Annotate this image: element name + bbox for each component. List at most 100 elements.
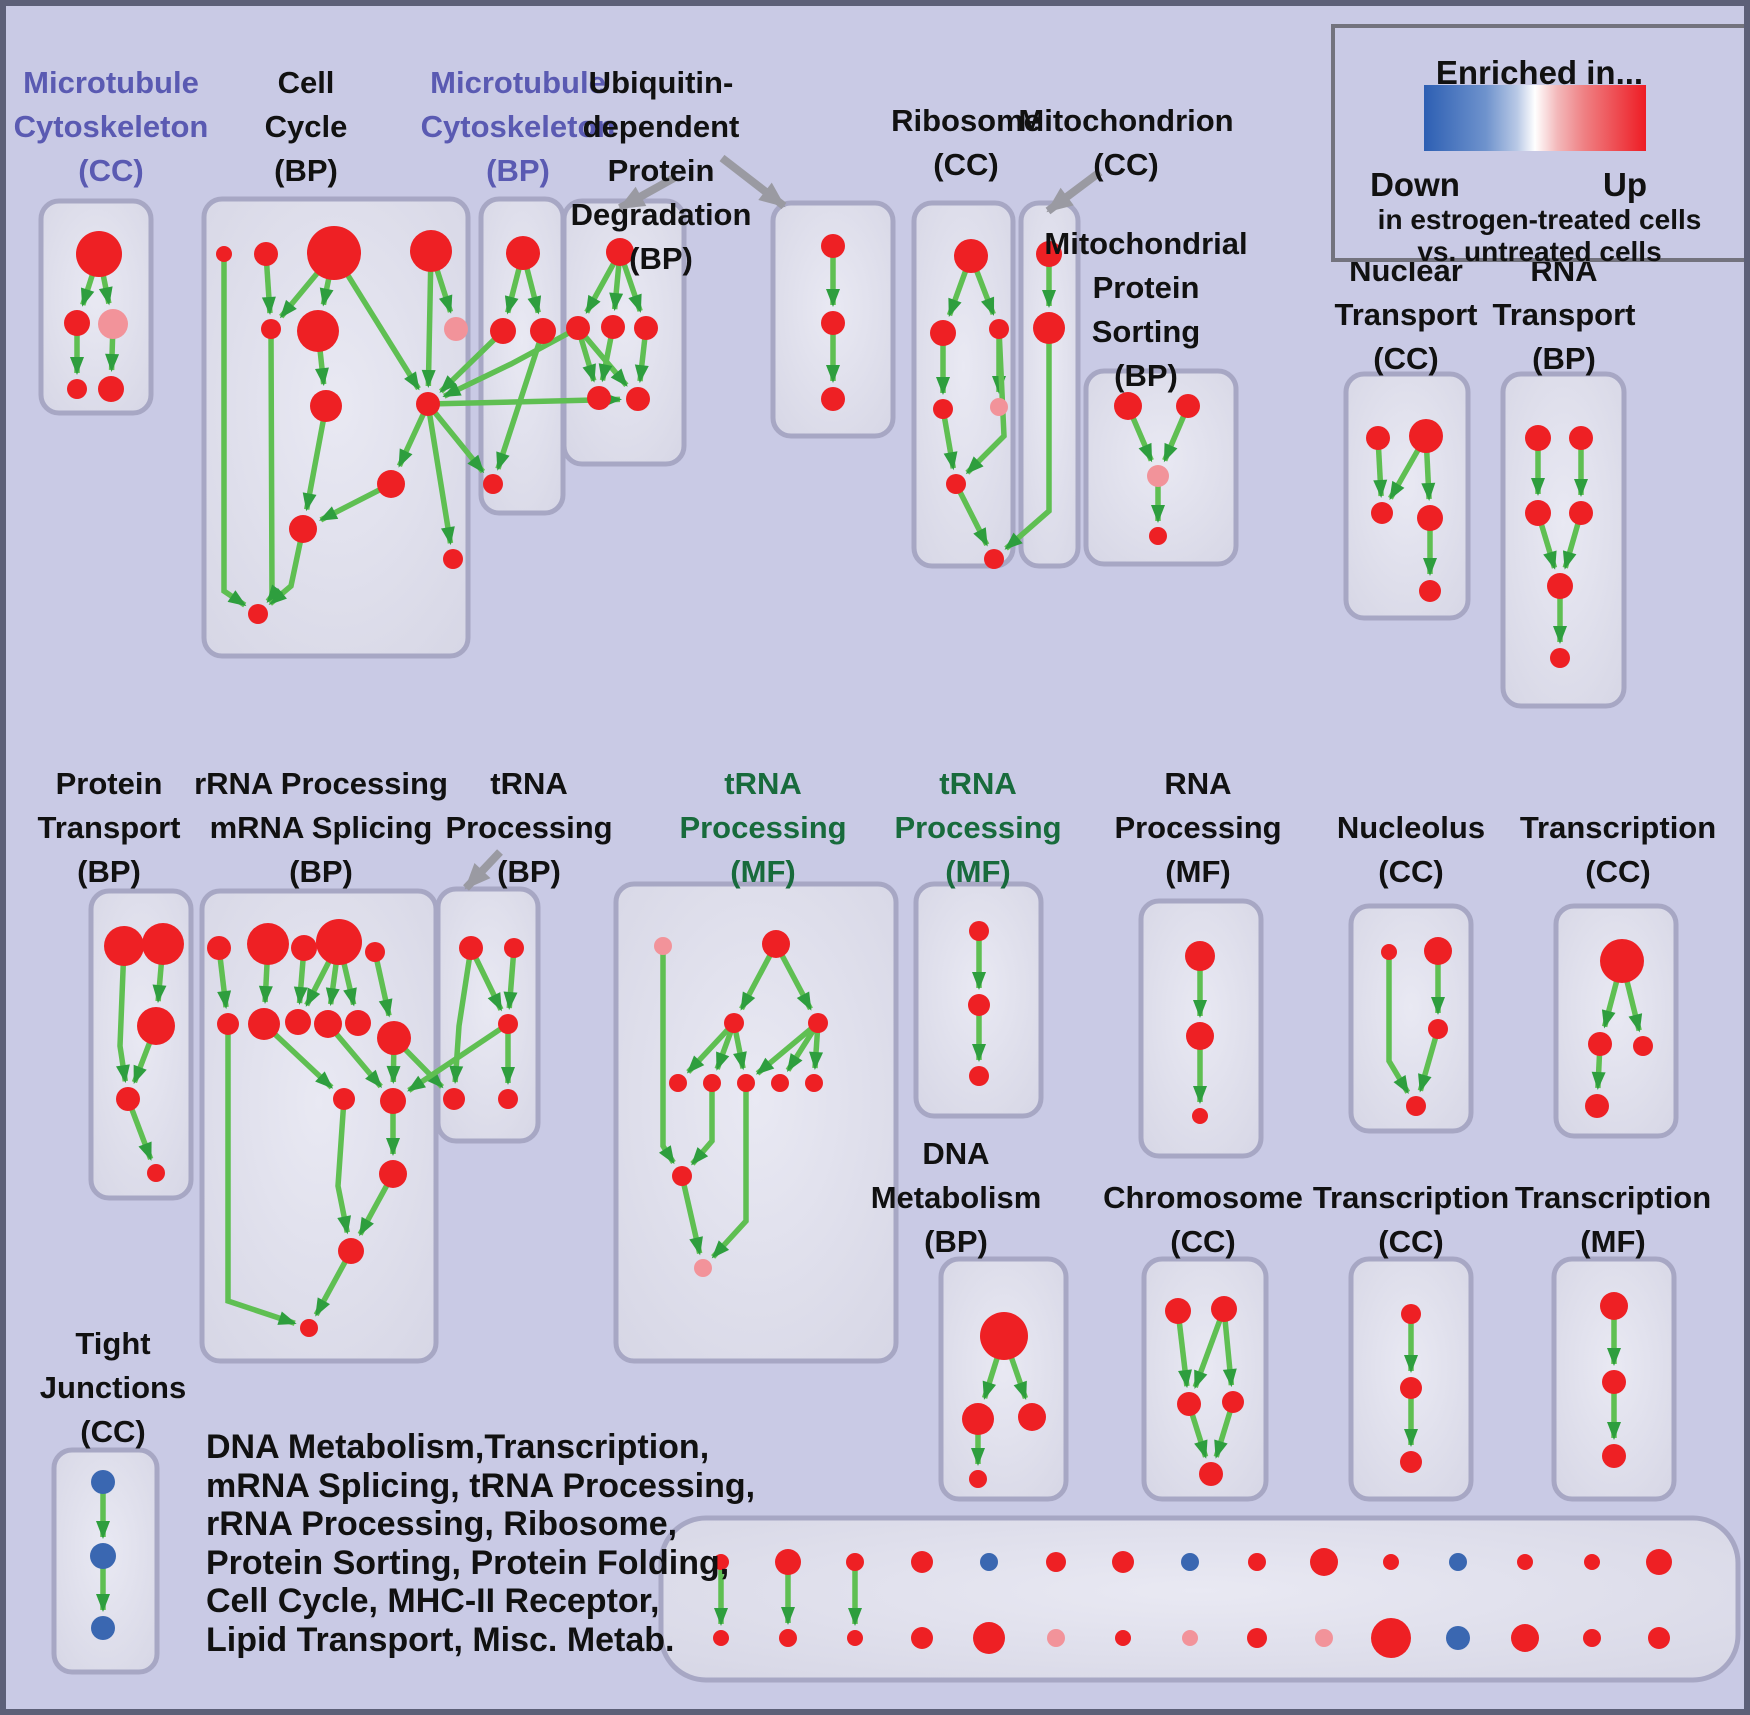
edge-arrow xyxy=(221,254,247,608)
cluster-label-line: (CC) xyxy=(1378,1224,1444,1259)
cluster-label-line: Transport xyxy=(1492,297,1636,332)
go-term-node xyxy=(1400,1451,1422,1473)
go-term-node xyxy=(1419,580,1441,602)
cluster-label-transc-cc3: Transcription (CC) xyxy=(1313,1176,1509,1264)
label-pointer-arrow-icon xyxy=(618,174,676,212)
cluster-label-line: (BP) xyxy=(1532,341,1596,376)
edge-arrow xyxy=(421,250,436,389)
cluster-box-tcc2 xyxy=(1553,903,1679,1139)
go-term-node xyxy=(91,1616,115,1640)
edge-arrow xyxy=(372,951,393,1018)
cluster-label-line: Metabolism xyxy=(870,1180,1042,1215)
go-term-node xyxy=(297,310,339,352)
cluster-box-rr xyxy=(199,888,439,1364)
bar-node-top xyxy=(1248,1553,1266,1571)
edge-arrow xyxy=(755,1020,820,1076)
cluster-label-mc-bp: Microtubule Cytoskeleton (BP) xyxy=(421,61,616,193)
go-term-node xyxy=(669,1074,687,1092)
bar-node-bottom xyxy=(1583,1629,1601,1647)
go-term-node xyxy=(307,226,361,280)
edge-arrow xyxy=(1192,1308,1227,1389)
cluster-box-nt xyxy=(1343,371,1471,621)
cluster-label-line: (CC) xyxy=(78,153,144,188)
cluster-label-transc-mf: Transcription (MF) xyxy=(1515,1176,1711,1264)
go-term-node xyxy=(1165,1298,1191,1324)
cluster-label-line: (BP) xyxy=(629,241,693,276)
cluster-list-line: mRNA Splicing, tRNA Processing, xyxy=(206,1466,756,1505)
cluster-label-trna-bp: tRNA Processing (BP) xyxy=(445,762,612,894)
legend-down-label: Down xyxy=(1370,166,1460,203)
go-term-node xyxy=(300,1319,318,1337)
go-term-node xyxy=(504,938,524,958)
edge-arrow xyxy=(1417,1028,1441,1093)
edge-arrow xyxy=(407,1021,510,1093)
go-term-node xyxy=(137,1007,175,1045)
edge-arrow xyxy=(302,405,329,512)
edge-arrow xyxy=(1004,328,1052,551)
go-term-node xyxy=(1176,394,1200,418)
cluster-label-line: RNA xyxy=(1164,766,1232,801)
cluster-label-line: (MF) xyxy=(1580,1224,1646,1259)
bar-node-top xyxy=(1584,1554,1600,1570)
cluster-label-line: Transport xyxy=(37,810,181,845)
go-term-node xyxy=(1547,573,1573,599)
go-term-node xyxy=(310,390,342,422)
go-term-node xyxy=(969,921,989,941)
cluster-label-line: DNA xyxy=(922,1136,990,1171)
label-pointer-arrow-icon xyxy=(463,849,503,891)
bar-node-top xyxy=(1181,1553,1199,1571)
go-term-node xyxy=(1569,501,1593,525)
go-term-node xyxy=(345,1010,371,1036)
go-term-node xyxy=(1602,1370,1626,1394)
label-pointer-arrow-icon xyxy=(1045,168,1103,215)
bar-node-bottom xyxy=(713,1630,729,1646)
cluster-label-line: Mitochondrial xyxy=(1044,226,1248,261)
bar-node-top xyxy=(1310,1548,1338,1576)
cluster-label-line: (CC) xyxy=(80,1414,146,1449)
go-term-node xyxy=(76,231,122,277)
go-term-node xyxy=(1366,426,1390,450)
cluster-label-line: (CC) xyxy=(933,147,999,182)
go-term-node xyxy=(634,316,658,340)
go-term-node xyxy=(261,319,281,339)
go-term-node xyxy=(483,474,503,494)
cluster-label-line: (CC) xyxy=(1373,341,1439,376)
legend-gradient-bar xyxy=(1424,85,1646,151)
go-term-node xyxy=(1147,465,1169,487)
go-term-node xyxy=(946,474,966,494)
cluster-label-line: Protein xyxy=(1092,270,1200,305)
go-term-node xyxy=(1186,1022,1214,1050)
go-term-node xyxy=(969,1066,989,1086)
cluster-label-line: Cytoskeleton xyxy=(420,109,616,144)
cluster-label-line: Ubiquitin- xyxy=(588,65,734,100)
cluster-label-mc-cc: Microtubule Cytoskeleton (CC) xyxy=(14,61,209,193)
label-pointer-arrow-icon xyxy=(719,154,787,210)
cluster-label-line: Nucleolus xyxy=(1336,810,1486,845)
bar-node-bottom xyxy=(911,1627,933,1649)
go-term-node xyxy=(1222,1391,1244,1413)
cluster-label-transc-cc2: Transcription (CC) xyxy=(1520,806,1716,894)
go-term-node xyxy=(821,387,845,411)
go-term-node xyxy=(771,1074,789,1092)
go-term-node xyxy=(289,515,317,543)
bar-node-bottom xyxy=(1648,1627,1670,1649)
cluster-label-line: (CC) xyxy=(1585,854,1651,889)
bar-node-top xyxy=(911,1551,933,1573)
go-term-node xyxy=(380,1088,406,1114)
bar-node-top xyxy=(1046,1552,1066,1572)
cluster-label-line: Ribosome xyxy=(891,103,1041,138)
go-term-node xyxy=(254,242,278,266)
go-term-node xyxy=(724,1013,744,1033)
go-term-node xyxy=(980,1312,1028,1360)
edge-arrow xyxy=(425,402,486,474)
cluster-list-text: DNA Metabolism,Transcription, mRNA Splic… xyxy=(206,1428,755,1659)
go-term-node xyxy=(1036,241,1062,267)
bar-node-bottom xyxy=(779,1629,797,1647)
cluster-label-line: Sorting xyxy=(1091,314,1201,349)
cluster-label-line: (MF) xyxy=(1165,854,1231,889)
edge-arrow xyxy=(503,947,518,1011)
go-term-node xyxy=(207,936,231,960)
go-term-node xyxy=(1409,419,1443,453)
go-term-node xyxy=(416,392,440,416)
